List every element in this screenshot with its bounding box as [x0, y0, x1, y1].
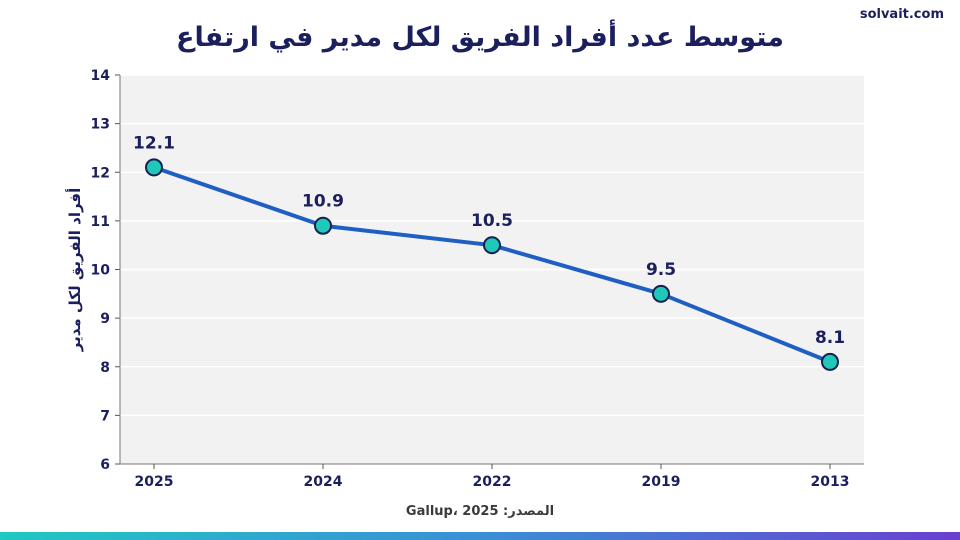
y-axis-label: أفراد الفريق لكل مدير [65, 188, 84, 353]
y-tick-label: 8 [100, 360, 110, 376]
source-note: المصدر: Gallup، 2025 [405, 504, 555, 519]
data-point [652, 284, 670, 303]
y-tick-label: 11 [91, 214, 110, 230]
data-point [483, 236, 501, 255]
y-tick-label: 13 [91, 117, 110, 133]
x-tick-label: 2013 [811, 474, 850, 490]
data-label: 8.1 [815, 328, 845, 348]
y-tick-label: 12 [91, 165, 110, 181]
data-label: 10.9 [302, 192, 344, 212]
data-label: 12.1 [133, 133, 175, 153]
x-tick-label: 2019 [642, 474, 681, 490]
data-point [314, 216, 332, 235]
y-tick-label: 14 [91, 68, 111, 84]
y-tick-label: 9 [100, 311, 110, 327]
data-label: 9.5 [646, 260, 676, 280]
x-tick-label: 2024 [304, 474, 343, 490]
x-tick-label: 2025 [135, 474, 174, 490]
data-point [145, 158, 163, 177]
decorative-gradient-bar [0, 532, 960, 540]
brand-logo: solvait.com [859, 7, 944, 22]
x-tick-label: 2022 [473, 474, 512, 490]
y-tick-label: 6 [100, 457, 110, 473]
y-tick-label: 10 [91, 263, 111, 279]
chart-title: متوسط عدد أفراد الفريق لكل مدير في ارتفا… [176, 22, 784, 53]
y-tick-label: 7 [100, 408, 110, 424]
data-label: 10.5 [471, 211, 513, 231]
data-point [821, 352, 839, 371]
